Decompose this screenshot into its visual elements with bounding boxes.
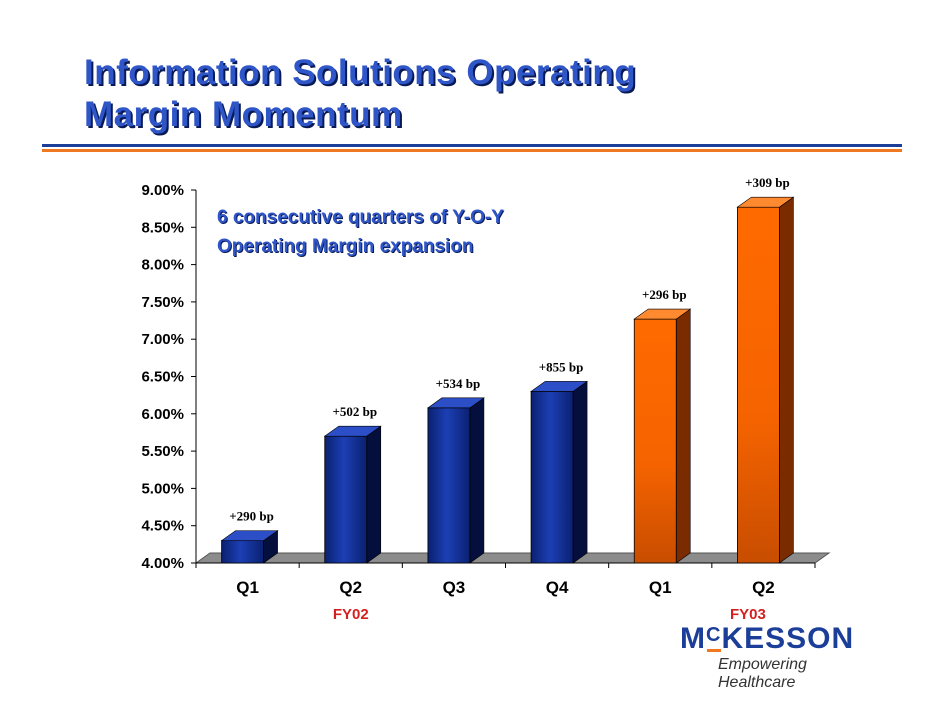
bar-data-label: +309 bp [745,175,790,190]
bar-data-label: +534 bp [436,376,481,391]
x-category-label: Q2 [339,578,362,597]
fiscal-year-label: FY03 [730,606,766,623]
bar-front-face [737,206,780,564]
x-category-label: Q1 [236,578,259,597]
slide-title-line-1: Information Solutions Operating [84,53,637,92]
bar-side-face [779,196,794,564]
logo-accent-bar [707,649,721,652]
bar-top-face [530,381,589,392]
bar-side-face [572,380,588,564]
bar-front-face [221,540,264,564]
annotation-line-1: 6 consecutive quarters of Y-O-Y [217,207,504,228]
y-tick-label: 6.50% [141,369,184,386]
mckesson-logo: MCKESSON Empowering Healthcare [680,622,870,691]
bar-front-face [530,391,574,564]
bar-data-label: +296 bp [642,287,687,302]
bar-side-face [675,308,691,564]
y-tick-label: 4.50% [141,518,184,535]
bar-side-face [366,425,382,564]
y-tick-label: 8.00% [141,257,184,274]
bar-top-face [220,530,279,541]
fiscal-year-label: FY02 [333,606,369,623]
bar-top-face [426,397,485,409]
title-rule-blue [42,144,902,147]
y-tick-label: 7.00% [141,331,184,348]
y-tick-label: 5.50% [141,443,184,460]
y-tick-label: 7.50% [141,294,184,311]
bar-top-face [633,308,692,320]
annotation-line-2: Operating Margin expansion [217,236,474,257]
slide-title-line-2: Margin Momentum [84,95,403,134]
bar-front-face [633,318,677,564]
chart-annotation: 6 consecutive quarters of Y-O-Y Operatin… [217,203,504,261]
bar-data-label: +855 bp [539,359,584,374]
bar-data-label: +290 bp [229,509,274,524]
bar-data-label: +502 bp [332,404,377,419]
y-tick-label: 5.00% [141,480,184,497]
y-tick-label: 9.00% [141,182,184,199]
y-tick-label: 4.00% [141,555,184,572]
title-rule-orange [42,149,902,152]
bar-front-face [324,435,368,564]
slide-title: Information Solutions Operating Margin M… [84,52,636,136]
y-tick-label: 8.50% [141,219,184,236]
logo-wordmark: MCKESSON [680,622,855,655]
y-tick-label: 6.00% [141,406,184,423]
x-category-label: Q4 [546,578,569,597]
x-category-label: Q1 [649,578,672,597]
bar-front-face [427,407,471,564]
bar-side-face [469,397,485,564]
bar-top-face [323,425,382,437]
bar-top-face [736,196,795,208]
x-category-label: Q3 [443,578,466,597]
x-category-label: Q2 [752,578,775,597]
chart-floor [194,552,831,564]
logo-tagline: Empowering Healthcare [718,656,807,691]
